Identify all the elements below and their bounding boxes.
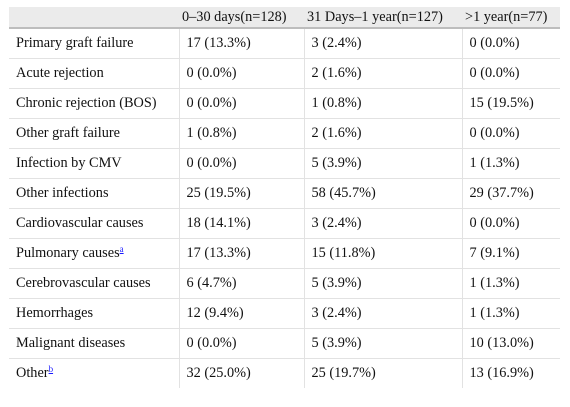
value-0-30-days: 0 (0.0%) [178,148,304,179]
cause-label: Other infections [16,185,109,201]
value-31-days-1-year: 2 (1.6%) [303,118,462,149]
cause-cell: Otherb [9,359,179,389]
value-0-30-days: 17 (13.3%) [178,28,304,59]
value-over-1-year: 29 (37.7%) [461,178,560,209]
cause-label: Chronic rejection (BOS) [16,95,157,111]
table-row: Chronic rejection (BOS) 0 (0.0%) 1 (0.8%) 1… [9,88,560,119]
cause-label: Cardiovascular causes [16,215,144,231]
table-row: Hemorrhages 12 (9.4%) 3 (2.4%) 1 (1.3%) [9,298,560,329]
value-31-days-1-year: 3 (2.4%) [303,28,462,59]
cause-label: Cerebrovascular causes [16,275,151,291]
value-0-30-days: 18 (14.1%) [178,208,304,239]
value-31-days-1-year: 3 (2.4%) [303,298,462,329]
value-0-30-days: 17 (13.3%) [178,238,304,269]
value-0-30-days: 12 (9.4%) [178,298,304,329]
table-row: Infection by CMV 0 (0.0%) 5 (3.9%) 1 (1.3%) [9,148,560,179]
header-31-days-1-year: 31 Days–1 year(n=127) [304,7,462,29]
table-row: Acute rejection 0 (0.0%) 2 (1.6%) 0 (0.0%) [9,58,560,89]
table-row: Cardiovascular causes 18 (14.1%) 3 (2.4%) 0… [9,208,560,239]
cause-cell: Other infections [9,178,179,209]
value-over-1-year: 15 (19.5%) [461,88,560,119]
table-row: Other graft failure 1 (0.8%) 2 (1.6%) 0 (0.… [9,118,560,149]
cause-label: Pulmonary causes [16,245,120,261]
table-row: Pulmonary causesa 17 (13.3%) 15 (11.8%) 7 (… [9,238,560,269]
value-over-1-year: 10 (13.0%) [461,328,560,359]
table-row: Otherb 32 (25.0%) 25 (19.7%) 13 (16.9%) [9,358,560,389]
cause-cell: Acute rejection [9,58,179,89]
value-31-days-1-year: 58 (45.7%) [303,178,462,209]
causes-of-death-table-container: 0–30 days(n=128) 31 Days–1 year(n=127) >… [9,7,560,388]
table-row: Primary graft failure 17 (13.3%) 3 (2.4%) 0… [9,28,560,59]
value-31-days-1-year: 3 (2.4%) [303,208,462,239]
table-body: Primary graft failure 17 (13.3%) 3 (2.4%) 0… [9,28,560,388]
value-0-30-days: 32 (25.0%) [178,358,304,388]
value-0-30-days: 25 (19.5%) [178,178,304,209]
cause-cell: Cardiovascular causes [9,208,179,239]
value-over-1-year: 0 (0.0%) [461,118,560,149]
cause-label: Other graft failure [16,125,120,141]
cause-cell: Chronic rejection (BOS) [9,88,179,119]
value-over-1-year: 0 (0.0%) [461,28,560,59]
table-row: Cerebrovascular causes 6 (4.7%) 5 (3.9%) 1 … [9,268,560,299]
cause-label: Malignant diseases [16,335,126,351]
value-31-days-1-year: 5 (3.9%) [303,328,462,359]
value-31-days-1-year: 15 (11.8%) [303,238,462,269]
header-over-1-year: >1 year(n=77) [462,7,560,29]
value-31-days-1-year: 2 (1.6%) [303,58,462,89]
value-0-30-days: 1 (0.8%) [178,118,304,149]
value-31-days-1-year: 5 (3.9%) [303,148,462,179]
cause-cell: Primary graft failure [9,28,179,59]
table-row: Malignant diseases 0 (0.0%) 5 (3.9%) 10 (13… [9,328,560,359]
cause-label: Other [16,365,49,381]
table-row: Other infections 25 (19.5%) 58 (45.7%) 29 (… [9,178,560,209]
value-over-1-year: 13 (16.9%) [461,358,560,388]
cause-label: Hemorrhages [16,305,94,321]
value-31-days-1-year: 5 (3.9%) [303,268,462,299]
cause-cell: Hemorrhages [9,298,179,329]
cause-cell: Cerebrovascular causes [9,268,179,299]
value-over-1-year: 1 (1.3%) [461,268,560,299]
value-over-1-year: 1 (1.3%) [461,298,560,329]
cause-cell: Malignant diseases [9,328,179,359]
value-0-30-days: 0 (0.0%) [178,328,304,359]
value-0-30-days: 0 (0.0%) [178,58,304,89]
value-0-30-days: 0 (0.0%) [178,88,304,119]
value-0-30-days: 6 (4.7%) [178,268,304,299]
value-31-days-1-year: 25 (19.7%) [303,358,462,388]
footnote-link[interactable]: b [48,364,54,374]
cause-cell: Infection by CMV [9,148,179,179]
value-over-1-year: 0 (0.0%) [461,208,560,239]
value-over-1-year: 1 (1.3%) [461,148,560,179]
cause-cell: Pulmonary causesa [9,238,179,269]
value-over-1-year: 7 (9.1%) [461,238,560,269]
value-31-days-1-year: 1 (0.8%) [303,88,462,119]
value-over-1-year: 0 (0.0%) [461,58,560,89]
cause-label: Acute rejection [16,65,104,81]
footnote-link[interactable]: a [119,244,124,254]
causes-of-death-table: 0–30 days(n=128) 31 Days–1 year(n=127) >… [9,7,560,388]
cause-cell: Other graft failure [9,118,179,149]
header-row: 0–30 days(n=128) 31 Days–1 year(n=127) >… [9,7,560,29]
table-header: 0–30 days(n=128) 31 Days–1 year(n=127) >… [9,7,560,29]
header-0-30-days: 0–30 days(n=128) [179,7,304,29]
cause-label: Infection by CMV [16,155,122,171]
header-cause [9,7,179,29]
cause-label: Primary graft failure [16,35,134,51]
